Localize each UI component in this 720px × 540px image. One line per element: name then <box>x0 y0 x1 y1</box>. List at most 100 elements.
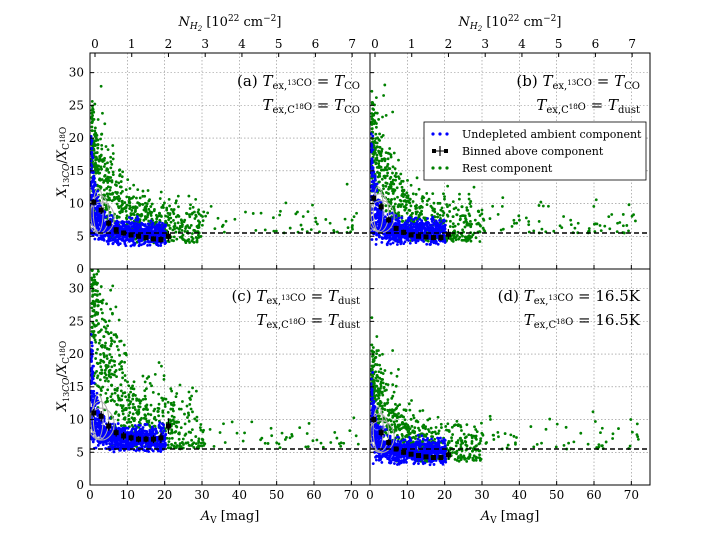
ambient-point <box>97 441 101 445</box>
binned-point <box>386 217 392 223</box>
ambient-point <box>383 219 387 223</box>
rest-point <box>147 419 151 423</box>
rest-point <box>122 343 126 347</box>
top-tick-label: 0 <box>371 37 379 51</box>
ambient-point <box>120 221 123 225</box>
rest-point <box>386 197 390 201</box>
rest-point <box>285 435 288 439</box>
rest-point <box>386 171 390 175</box>
rest-point <box>377 165 381 168</box>
ambient-point <box>443 223 447 227</box>
rest-point <box>351 227 354 231</box>
ambient-point <box>400 225 404 229</box>
ambient-point <box>154 224 158 228</box>
rest-point <box>90 111 94 115</box>
binned-point <box>371 195 377 201</box>
rest-point <box>118 339 121 343</box>
ambient-point <box>432 241 436 245</box>
rest-point <box>90 306 94 310</box>
rest-point <box>139 418 142 422</box>
rest-point <box>448 210 452 213</box>
ambient-point <box>90 147 94 151</box>
ambient-point <box>141 222 145 226</box>
rest-point <box>117 396 120 400</box>
rest-point <box>127 403 131 407</box>
rest-point <box>95 156 98 160</box>
rest-point <box>136 188 140 192</box>
rest-point <box>202 210 206 214</box>
rest-point <box>141 374 145 378</box>
rest-point <box>123 360 127 364</box>
rest-point <box>187 413 191 417</box>
rest-point <box>99 285 103 288</box>
rest-point <box>607 215 611 219</box>
rest-point <box>418 205 421 209</box>
rest-point <box>393 202 397 206</box>
ambient-point <box>93 214 97 218</box>
rest-point <box>128 187 132 190</box>
ambient-point <box>138 225 142 229</box>
ambient-point <box>90 164 94 168</box>
rest-point <box>307 422 311 425</box>
ambient-point <box>133 442 137 446</box>
ambient-point <box>92 171 95 174</box>
ambient-point <box>408 216 411 219</box>
density-contour <box>90 201 115 235</box>
rest-point <box>116 403 119 407</box>
rest-point <box>388 152 391 156</box>
ambient-point <box>375 233 378 237</box>
rest-point <box>394 175 398 179</box>
rest-point <box>406 199 410 203</box>
binned-point <box>423 234 429 240</box>
rest-point <box>96 289 99 293</box>
rest-point <box>594 198 598 202</box>
ambient-point <box>378 216 382 220</box>
ambient-point <box>134 218 137 222</box>
ambient-point <box>116 238 120 242</box>
rest-point <box>176 194 180 198</box>
rest-point <box>109 375 113 379</box>
ambient-point <box>124 238 128 242</box>
rest-point <box>115 214 119 218</box>
binned-point <box>128 232 134 238</box>
rest-point <box>378 139 381 142</box>
ambient-point <box>374 237 378 241</box>
ambient-point <box>418 227 422 231</box>
rest-point <box>150 421 154 425</box>
rest-point <box>105 302 108 306</box>
ambient-point <box>120 438 124 441</box>
rest-point <box>100 372 103 375</box>
rest-point <box>118 168 122 172</box>
top-tick-label: 5 <box>555 37 563 51</box>
rest-point <box>102 335 106 339</box>
rest-point <box>499 228 503 232</box>
ambient-point <box>122 222 126 226</box>
binned-point <box>158 237 164 243</box>
ambient-point <box>429 240 433 244</box>
binned-point <box>378 204 384 210</box>
rest-point <box>141 194 145 198</box>
rest-point <box>174 395 178 399</box>
ambient-point <box>118 234 122 238</box>
rest-point <box>113 363 116 367</box>
rest-point <box>174 430 178 433</box>
rest-point <box>93 371 97 375</box>
rest-point <box>144 405 148 409</box>
ambient-point <box>154 427 158 431</box>
rest-point <box>387 192 390 195</box>
rest-point <box>627 203 631 207</box>
rest-point <box>161 409 165 413</box>
rest-point <box>93 126 97 130</box>
ambient-point <box>370 132 373 136</box>
rest-point <box>463 214 467 218</box>
rest-point <box>131 394 135 397</box>
ambient-point <box>114 443 118 447</box>
ambient-point <box>110 213 113 217</box>
rest-point <box>163 201 166 205</box>
rest-point <box>149 413 153 417</box>
rest-point <box>190 428 194 432</box>
rest-point <box>401 179 405 183</box>
ambient-point <box>90 359 93 362</box>
ambient-point <box>116 439 119 443</box>
